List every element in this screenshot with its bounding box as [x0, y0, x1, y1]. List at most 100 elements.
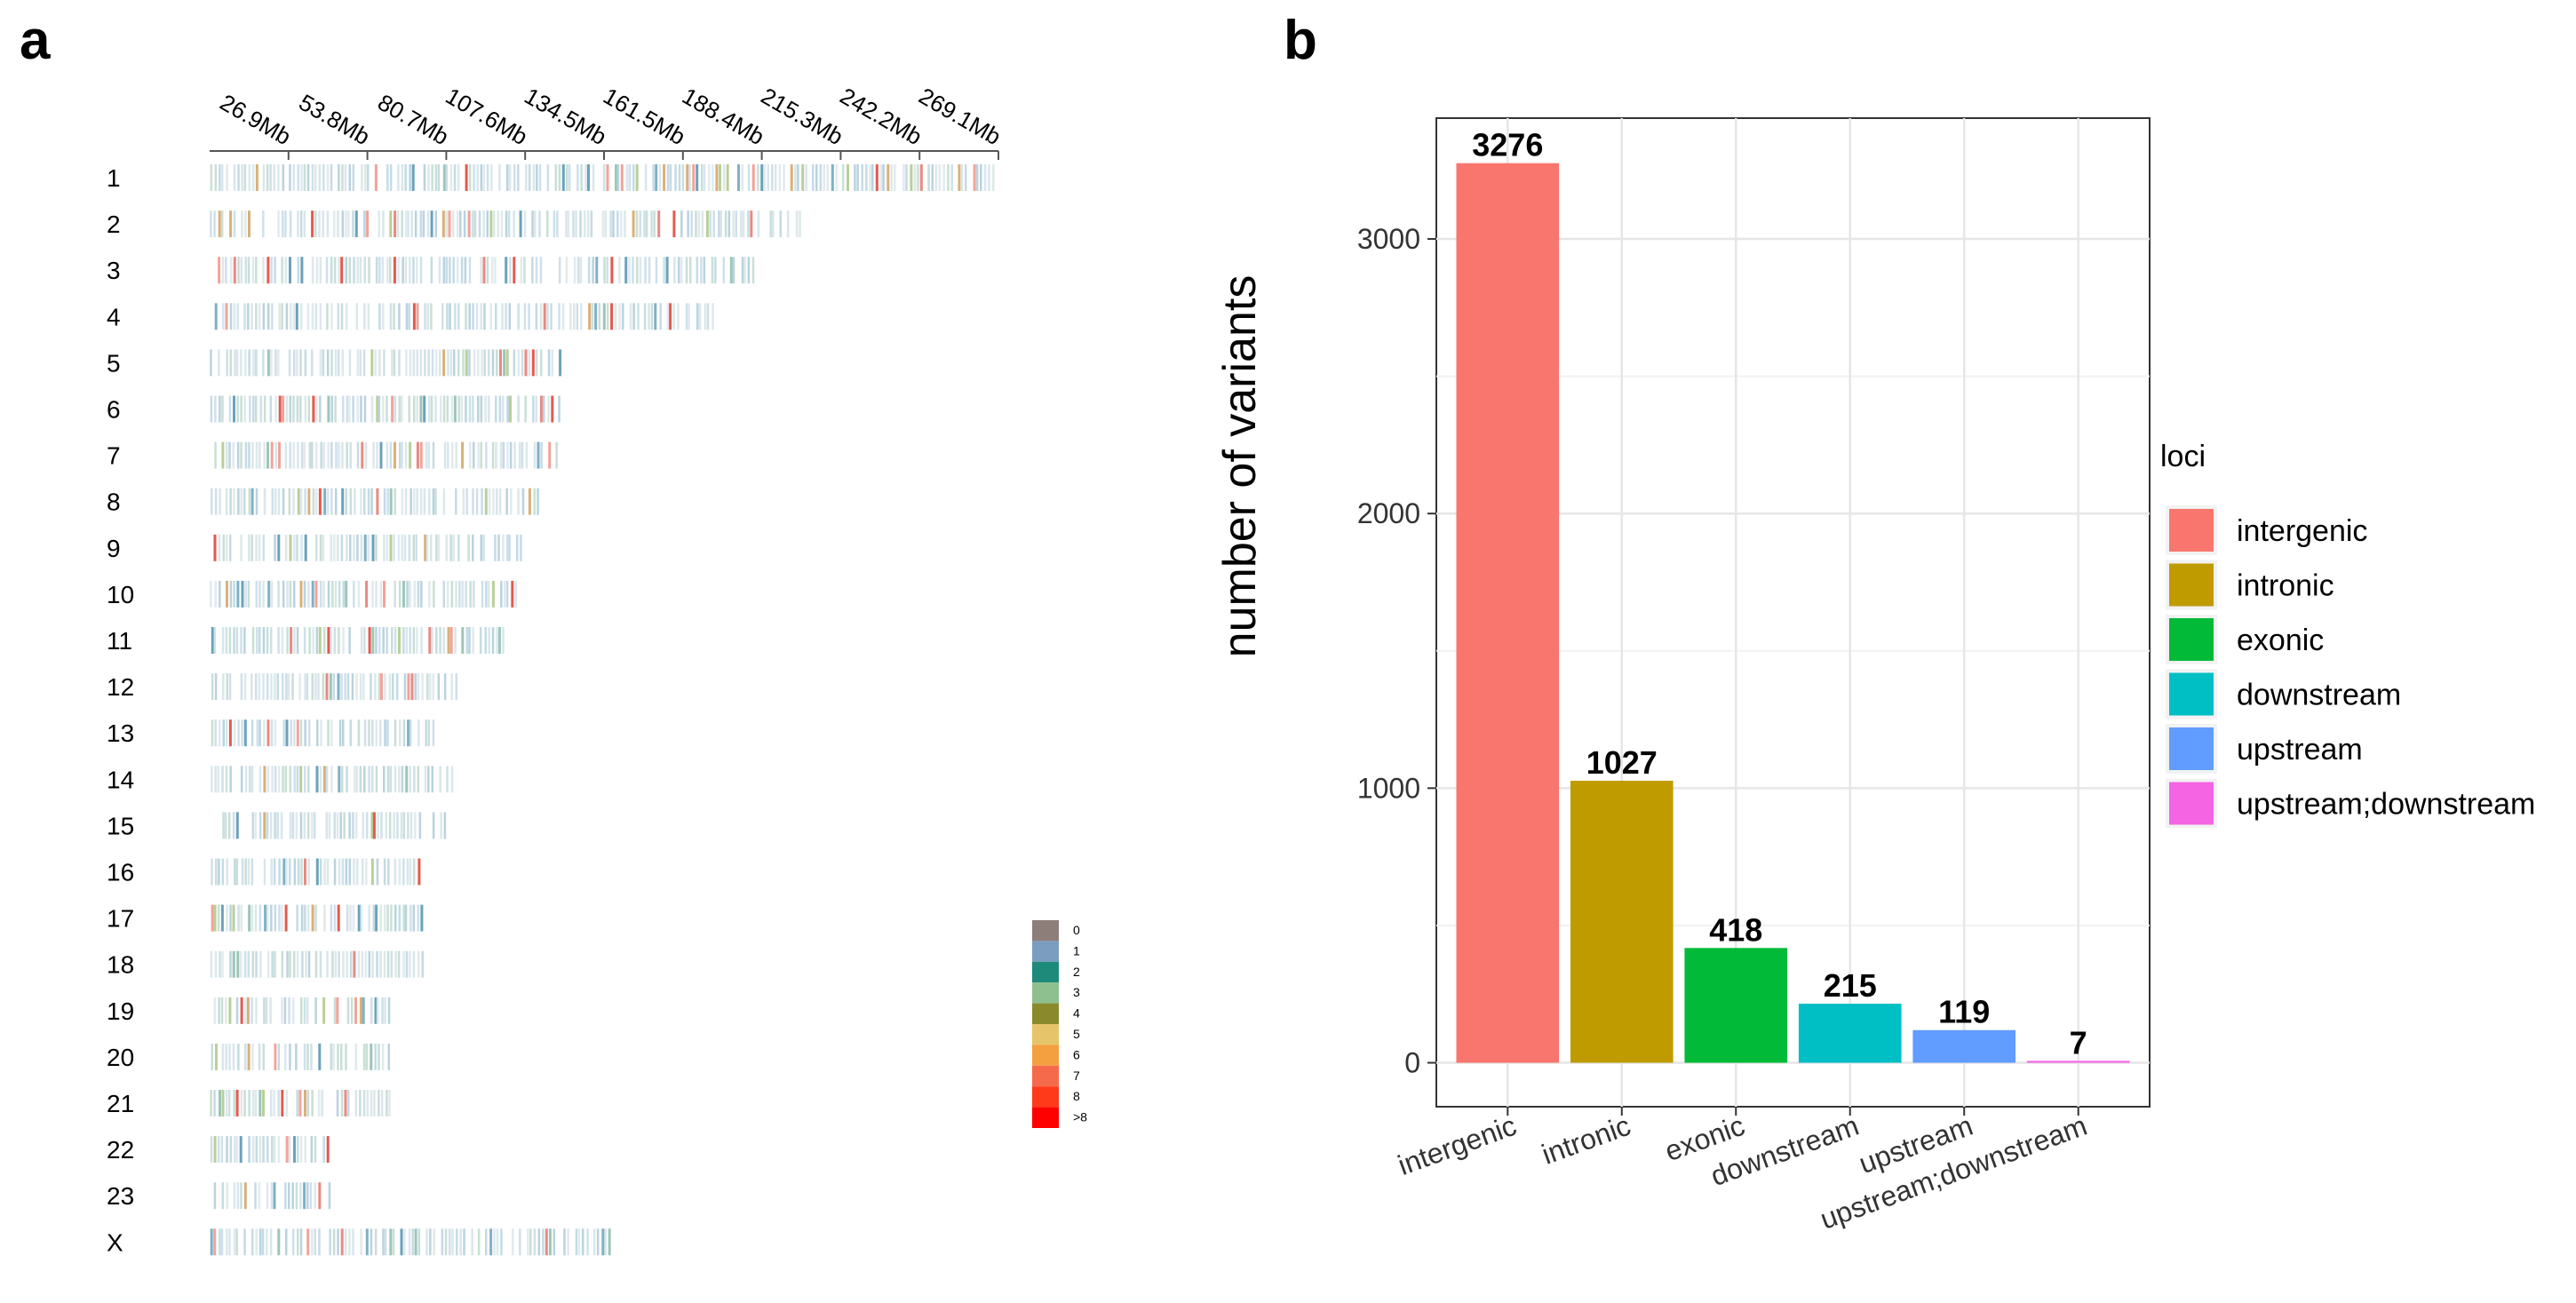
variant-tick: [228, 1043, 231, 1070]
variant-tick: [393, 812, 395, 839]
variant-tick: [314, 303, 318, 330]
variant-tick: [460, 395, 463, 423]
variant-tick: [402, 257, 404, 284]
variant-tick: [457, 534, 460, 561]
variant-tick: [386, 534, 389, 561]
variant-tick: [378, 627, 381, 654]
variant-tick: [398, 441, 402, 469]
variant-tick: [250, 719, 254, 747]
variant-tick: [359, 766, 362, 793]
variant-tick: [654, 303, 657, 330]
variant-tick: [368, 719, 370, 747]
variant-tick: [497, 211, 500, 238]
variant-tick: [222, 534, 225, 561]
variant-tick: [236, 395, 239, 423]
variant-tick: [276, 812, 279, 839]
variant-tick: [299, 488, 303, 515]
variant-tick: [383, 349, 386, 377]
position-tick-label: 242.2Mb: [836, 83, 927, 151]
position-tick-label: 215.3Mb: [757, 83, 848, 151]
variant-tick: [303, 211, 306, 238]
variant-tick: [376, 395, 379, 423]
variant-tick: [360, 488, 362, 515]
variant-tick: [468, 257, 472, 284]
variant-tick: [520, 257, 523, 284]
variant-tick: [342, 719, 345, 747]
variant-tick: [383, 858, 386, 886]
variant-tick: [326, 1136, 330, 1164]
variant-tick: [277, 211, 280, 238]
variant-tick: [452, 257, 455, 284]
variant-tick: [297, 257, 300, 284]
legend-label: upstream: [2237, 733, 2363, 767]
chromosome-label: 14: [107, 766, 134, 793]
variant-tick: [337, 303, 340, 330]
variant-tick: [241, 211, 243, 238]
variant-tick: [575, 1228, 578, 1256]
variant-tick: [500, 580, 503, 608]
variant-tick: [514, 580, 517, 608]
variant-tick: [267, 580, 271, 608]
position-tick-label: 161.5Mb: [599, 83, 690, 151]
panel-b-label: b: [1284, 10, 1317, 71]
variant-tick: [383, 904, 386, 932]
variant-tick: [449, 164, 453, 191]
variant-tick: [513, 164, 516, 191]
variant-tick: [453, 349, 456, 377]
variant-tick: [341, 858, 345, 886]
variant-tick: [229, 488, 232, 515]
variant-tick: [412, 950, 416, 978]
variant-tick: [225, 1090, 228, 1116]
variant-tick: [841, 164, 845, 191]
variant-tick: [398, 627, 401, 654]
variant-tick: [248, 1090, 250, 1116]
variant-tick: [389, 164, 393, 191]
variant-tick: [352, 904, 355, 932]
variant-tick: [277, 1228, 281, 1256]
density-legend-label: 3: [1073, 985, 1080, 999]
variant-tick: [406, 858, 409, 886]
variant-tick: [378, 257, 381, 284]
variant-tick: [274, 812, 276, 839]
variant-tick: [232, 441, 235, 469]
variant-tick: [419, 211, 423, 238]
variant-tick: [604, 211, 607, 238]
variant-tick: [210, 1228, 213, 1256]
variant-tick: [295, 303, 298, 330]
variant-tick: [266, 766, 270, 793]
variant-tick: [229, 349, 233, 377]
variant-tick: [555, 441, 558, 469]
variant-tick: [747, 211, 750, 238]
variant-tick: [417, 673, 420, 701]
y-tick-label: 1000: [1357, 772, 1420, 804]
variant-tick: [264, 904, 267, 932]
variant-tick: [393, 303, 395, 330]
variant-tick: [663, 164, 666, 191]
variant-tick: [988, 164, 990, 191]
variant-tick: [409, 904, 412, 932]
variant-tick: [277, 164, 280, 191]
variant-tick: [329, 1228, 331, 1256]
variant-tick: [409, 858, 412, 886]
variant-tick: [404, 257, 408, 284]
variant-tick: [610, 303, 614, 330]
variant-tick: [389, 303, 393, 330]
variant-tick: [698, 303, 702, 330]
variant-tick: [697, 211, 701, 238]
variant-tick: [346, 766, 348, 793]
variant-tick: [568, 164, 571, 191]
variant-tick: [561, 164, 565, 191]
variant-tick: [284, 904, 288, 932]
variant-tick: [274, 395, 277, 423]
variant-tick: [475, 303, 479, 330]
variant-tick: [443, 673, 447, 701]
density-legend-swatch: [1032, 920, 1059, 941]
variant-tick: [266, 349, 270, 377]
variant-tick: [292, 997, 295, 1024]
variant-tick: [416, 257, 418, 284]
variant-tick: [251, 627, 255, 654]
variant-tick: [301, 950, 304, 978]
variant-tick: [235, 997, 239, 1024]
variant-tick: [327, 441, 330, 469]
variant-tick: [325, 766, 329, 793]
